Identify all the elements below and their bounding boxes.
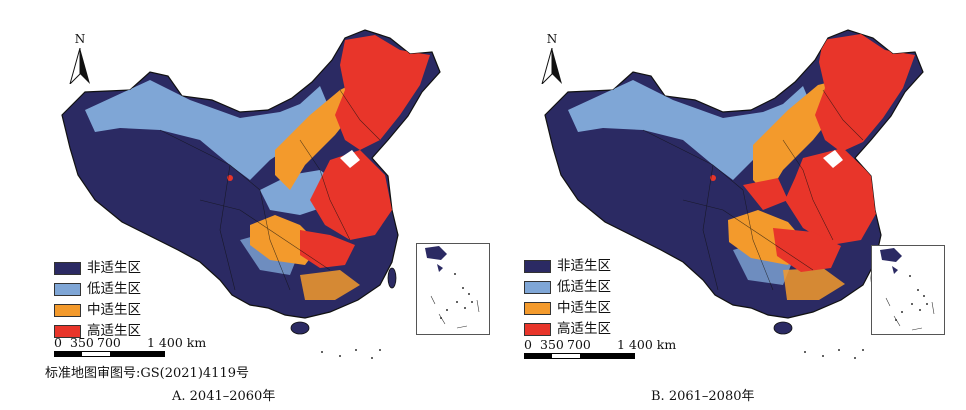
legend-swatch (524, 302, 551, 315)
legend-label: 中适生区 (87, 302, 141, 318)
legend-swatch (524, 281, 551, 294)
panel-caption: A. 2041–2060年 (172, 389, 276, 404)
map-review-number: 标准地图审图号:GS(2021)4119号 (45, 366, 249, 381)
taiwan-island (387, 267, 397, 289)
north-arrow: N (537, 32, 567, 92)
suitability-map (544, 29, 924, 359)
legend-item: 高适生区 (524, 319, 611, 340)
legend-label: 高适生区 (87, 323, 141, 339)
legend-swatch (524, 323, 551, 336)
north-arrow: N (65, 32, 95, 92)
legend-item: 非适生区 (54, 258, 141, 279)
hainan-island (773, 321, 793, 335)
scale-bar: 0 350 700 1 400 km (524, 337, 714, 359)
scale-bar-graphic (54, 351, 165, 357)
north-letter: N (546, 32, 558, 46)
hainan-island (290, 321, 310, 335)
scale-tick-label: 0 (54, 335, 62, 350)
scale-tick-label: 0 (524, 337, 532, 352)
legend: 非适生区 低适生区 中适生区 高适生区 (524, 256, 611, 340)
map-panel-2061-2080: N 非适生区 低适生区 中适生区 高适生区 0 350 700 1 400 km (483, 0, 966, 410)
scale-tick-label: 700 (97, 335, 121, 350)
legend-label: 非适生区 (557, 258, 611, 274)
north-letter: N (74, 32, 86, 46)
scale-bar-graphic (524, 353, 635, 359)
legend-swatch (54, 283, 81, 296)
south-china-sea-inset (416, 243, 490, 335)
north-arrow-icon (69, 48, 90, 84)
legend-swatch (54, 304, 81, 317)
legend-label: 非适生区 (87, 260, 141, 276)
scale-tick-label: 1 400 km (147, 335, 207, 350)
scale-tick-label: 350 (70, 335, 94, 350)
panel-caption: B. 2061–2080年 (651, 389, 755, 404)
scale-tick-label: 350 (540, 337, 564, 352)
legend-label: 低适生区 (87, 281, 141, 297)
legend: 非适生区 低适生区 中适生区 高适生区 (54, 258, 141, 342)
legend-item: 中适生区 (524, 298, 611, 319)
north-arrow-icon (541, 48, 562, 84)
scale-tick-label: 1 400 km (617, 337, 677, 352)
legend-item: 中适生区 (54, 300, 141, 321)
legend-label: 中适生区 (557, 300, 611, 316)
legend-swatch (54, 325, 81, 338)
legend-swatch (54, 262, 81, 275)
scale-tick-label: 700 (567, 337, 591, 352)
legend-item: 非适生区 (524, 256, 611, 277)
legend-item: 高适生区 (54, 321, 141, 342)
suitability-map (61, 29, 441, 359)
legend-item: 低适生区 (524, 277, 611, 298)
south-china-sea-inset (871, 245, 945, 335)
map-panel-2041-2060: N 非适生区 低适生区 中适生区 高适生区 0 350 700 1 400 km… (45, 29, 490, 404)
legend-swatch (524, 260, 551, 273)
legend-item: 低适生区 (54, 279, 141, 300)
legend-label: 低适生区 (557, 279, 611, 295)
legend-label: 高适生区 (557, 321, 611, 337)
scale-bar: 0 350 700 1 400 km (54, 335, 244, 357)
